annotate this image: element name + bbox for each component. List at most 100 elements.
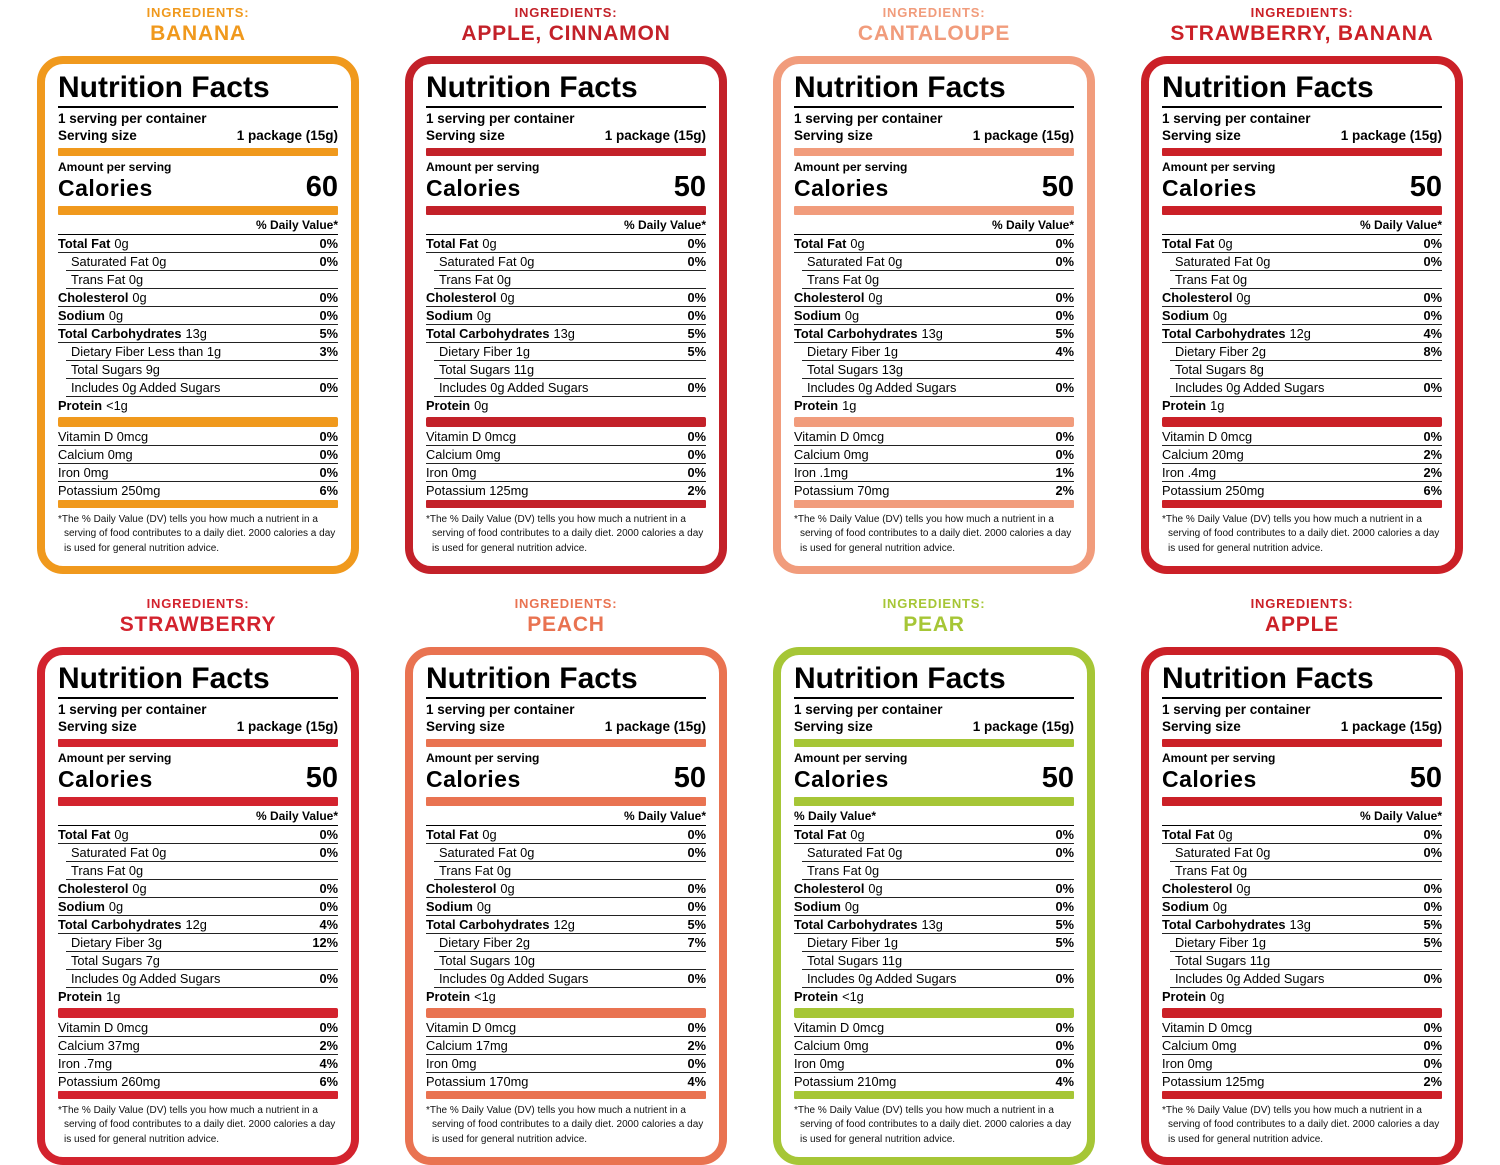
vitamin-row: Vitamin D 0mcg 0% <box>58 1019 338 1037</box>
nutrient-name-bold: Sodium <box>1162 898 1209 914</box>
vitamin-name: Potassium 210mg <box>794 1074 896 1090</box>
nutrient-row: Dietary Fiber 1g 4% <box>802 343 1074 361</box>
nutrition-facts-panel: Nutrition Facts 1 serving per container … <box>1141 647 1463 1165</box>
nutrient-name-rest: <1g <box>842 988 864 1004</box>
nutrition-facts-panel: Nutrition Facts 1 serving per container … <box>1141 56 1463 575</box>
vitamin-name: Potassium 170mg <box>426 1074 528 1090</box>
nutrient-row: Sodium 0g 0% <box>794 307 1074 325</box>
serving-size-row: Serving size 1 package (15g) <box>58 719 338 735</box>
vitamin-name-text: Potassium 250mg <box>1162 482 1265 498</box>
accent-bar <box>426 738 706 747</box>
nutrient-row: Cholesterol 0g 0% <box>58 880 338 898</box>
accent-bar <box>58 416 338 427</box>
nutrient-name: Saturated Fat 0g <box>802 845 902 861</box>
serving-size-label: Serving size <box>58 719 137 735</box>
nutrient-row: Total Carbohydrates 13g 5% <box>426 325 706 343</box>
servings-per-container: 1 serving per container <box>1162 110 1311 126</box>
nutrient-name-rest: Dietary Fiber 2g <box>439 934 531 950</box>
nutrient-name-bold: Sodium <box>426 898 473 914</box>
vitamin-rows: Vitamin D 0mcg 0% Calcium 37mg 2% Iron .7mg 4… <box>58 1019 338 1090</box>
nutrient-name-bold: Total Carbohydrates <box>1162 325 1286 341</box>
nutrient-value: 0% <box>1423 307 1443 323</box>
nutrient-rows: Total Fat 0g 0% Saturated Fat 0g 0% Trans Fat… <box>1162 235 1442 414</box>
nutrient-name: Cholesterol 0g <box>794 290 883 306</box>
nutrient-name-bold: Cholesterol <box>794 880 865 896</box>
nutrient-row: Cholesterol 0g 0% <box>1162 289 1442 307</box>
nutrition-label-cantaloupe: INGREDIENTS: CANTALOUPE Nutrition Facts … <box>773 5 1095 575</box>
vitamin-name: Iron 0mg <box>794 1056 845 1072</box>
nutrient-name: Protein 1g <box>58 989 120 1005</box>
vitamin-name-text: Calcium 0mg <box>794 446 869 462</box>
vitamin-value: 0% <box>687 428 707 444</box>
nutrient-row: Total Carbohydrates 13g 5% <box>58 325 338 343</box>
ingredients-heading: INGREDIENTS: <box>882 5 986 20</box>
vitamin-name-text: Iron 0mg <box>58 464 109 480</box>
nutrient-name-rest: 12g <box>185 916 207 932</box>
nutrient-name-rest: 0g <box>132 880 147 896</box>
vitamin-name: Potassium 260mg <box>58 1074 160 1090</box>
nutrient-value: 0% <box>319 307 339 323</box>
nutrient-name: Trans Fat 0g <box>1170 863 1247 879</box>
nutrient-rows: Total Fat 0g 0% Saturated Fat 0g 0% Trans Fat… <box>58 235 338 414</box>
ingredients-heading: INGREDIENTS: <box>146 596 250 612</box>
nutrient-row: Protein <1g <box>426 988 706 1005</box>
vitamin-value: 0% <box>319 446 339 462</box>
vitamin-name: Calcium 0mg <box>794 447 869 463</box>
ingredients-header: INGREDIENTS: CANTALOUPE <box>773 5 1095 51</box>
nutrient-name: Includes 0g Added Sugars <box>434 971 588 987</box>
vitamin-row: Vitamin D 0mcg 0% <box>1162 1019 1442 1037</box>
nutrient-name: Cholesterol 0g <box>794 881 883 897</box>
vitamin-row: Vitamin D 0mcg 0% <box>794 1019 1074 1037</box>
calories-value: 50 <box>673 761 706 794</box>
nutrient-row: Trans Fat 0g <box>802 862 1074 880</box>
nutrient-row: Total Sugars 11g <box>434 361 706 379</box>
nutrient-value: 7% <box>687 934 707 950</box>
nutrient-name: Total Sugars 9g <box>66 362 160 378</box>
nutrient-name-rest: Dietary Fiber Less than 1g <box>71 343 222 359</box>
nutrient-name-rest: 0g <box>850 235 865 251</box>
nutrient-value: 0% <box>319 898 339 914</box>
nutrient-row: Cholesterol 0g 0% <box>1162 880 1442 898</box>
vitamin-row: Calcium 0mg 0% <box>794 446 1074 464</box>
nutrient-value: 5% <box>687 343 707 359</box>
nutrient-value: 0% <box>1055 253 1075 269</box>
nutrient-name-rest: 1g <box>842 397 857 413</box>
accent-bar <box>1162 416 1442 427</box>
accent-bar <box>426 147 706 156</box>
nutrient-row: Total Fat 0g 0% <box>1162 826 1442 844</box>
vitamin-name: Calcium 20mg <box>1162 447 1244 463</box>
calories-value: 50 <box>1409 761 1442 794</box>
nutrient-name-rest: 0g <box>1218 235 1233 251</box>
nutrient-name-rest: Total Sugars 11g <box>439 361 535 377</box>
daily-value-heading: % Daily Value* <box>794 215 1074 235</box>
vitamin-rows: Vitamin D 0mcg 0% Calcium 0mg 0% Iron 0mg 0% P… <box>1162 1019 1442 1090</box>
vitamin-name: Vitamin D 0mcg <box>426 1020 516 1036</box>
nutrient-name-bold: Total Carbohydrates <box>58 916 182 932</box>
nutrient-name-rest: 0g <box>868 880 883 896</box>
daily-value-heading: % Daily Value* <box>1162 806 1442 826</box>
nutrient-value: 0% <box>1423 970 1443 986</box>
nutrient-row: Total Carbohydrates 12g 5% <box>426 916 706 934</box>
vitamin-name: Potassium 250mg <box>58 483 160 499</box>
nutrient-value: 0% <box>1423 289 1443 305</box>
accent-bar <box>58 796 338 806</box>
vitamin-value: 0% <box>1055 1037 1075 1053</box>
vitamin-row: Calcium 37mg 2% <box>58 1037 338 1055</box>
serving-size-row: Serving size 1 package (15g) <box>794 128 1074 144</box>
nutrient-value: 0% <box>1055 289 1075 305</box>
nutrient-value: 0% <box>687 253 707 269</box>
vitamin-name: Vitamin D 0mcg <box>1162 429 1252 445</box>
nutrient-name-rest: 0g <box>108 307 124 323</box>
nutrient-name: Saturated Fat 0g <box>434 845 534 861</box>
nutrient-row: Saturated Fat 0g 0% <box>802 844 1074 862</box>
nutrient-row: Total Sugars 11g <box>1170 952 1442 970</box>
nutrient-name-rest: Dietary Fiber 1g <box>439 343 531 359</box>
vitamin-name-text: Calcium 20mg <box>1162 446 1244 462</box>
nutrition-label-peach: INGREDIENTS: PEACH Nutrition Facts 1 ser… <box>405 596 727 1165</box>
nutrient-name-bold: Protein <box>1162 988 1207 1004</box>
vitamin-name: Calcium 0mg <box>1162 1038 1237 1054</box>
nutrient-value: 5% <box>1423 916 1443 932</box>
nutrient-row: Total Sugars 9g <box>66 361 338 379</box>
nutrient-name: Cholesterol 0g <box>1162 290 1251 306</box>
nutrient-name-rest: 0g <box>476 898 492 914</box>
